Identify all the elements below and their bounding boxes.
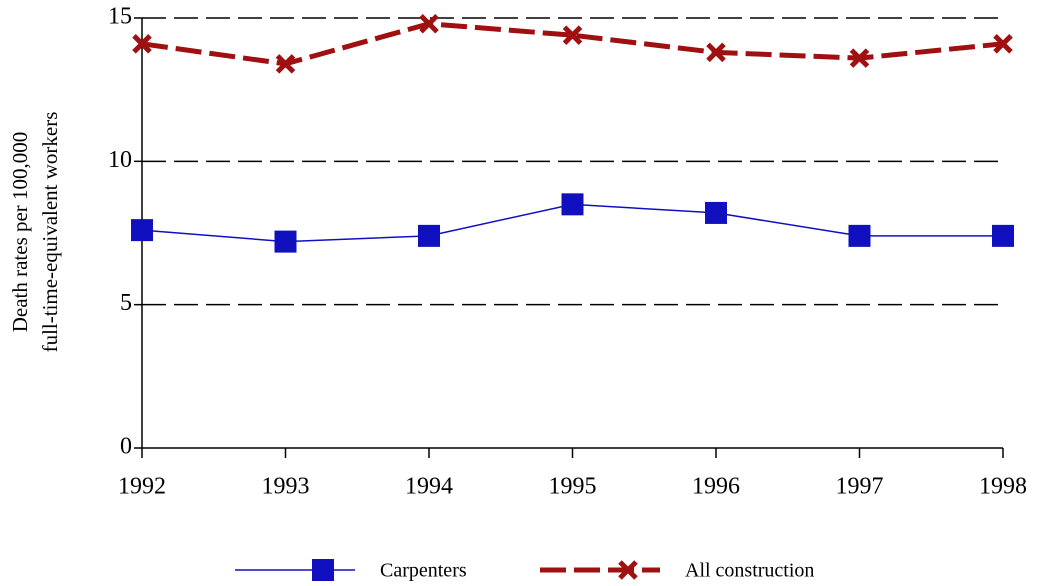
data-point bbox=[418, 224, 440, 247]
y-tick-label: 15 bbox=[108, 4, 132, 30]
data-point bbox=[132, 34, 152, 54]
data-point bbox=[706, 42, 726, 63]
legend-marker bbox=[618, 560, 638, 580]
data-point bbox=[992, 224, 1014, 247]
y-tick-label: 5 bbox=[120, 290, 132, 316]
x-tick-label: 1995 bbox=[549, 474, 597, 500]
y-axis-label: full-time-equivalent workers bbox=[38, 112, 62, 353]
data-point bbox=[275, 54, 296, 74]
y-axis-label: Death rates per 100,000 bbox=[8, 132, 32, 333]
legend-label: Carpenters bbox=[380, 560, 467, 582]
data-point bbox=[705, 201, 727, 224]
x-tick-label: 1994 bbox=[405, 474, 453, 500]
data-point bbox=[562, 25, 583, 45]
legend-marker bbox=[312, 559, 334, 581]
data-point bbox=[419, 13, 439, 34]
data-point bbox=[561, 193, 584, 216]
data-point bbox=[274, 230, 297, 253]
data-point bbox=[131, 219, 153, 242]
y-tick-label: 0 bbox=[120, 434, 132, 460]
data-point bbox=[849, 48, 870, 68]
data-point bbox=[848, 224, 871, 247]
x-tick-label: 1997 bbox=[836, 474, 884, 500]
y-tick-label: 10 bbox=[108, 147, 132, 173]
x-tick-label: 1992 bbox=[118, 474, 166, 500]
series-line bbox=[141, 21, 1004, 67]
data-point bbox=[993, 34, 1013, 54]
legend-label: All construction bbox=[685, 560, 814, 582]
x-tick-label: 1993 bbox=[262, 474, 310, 500]
x-tick-label: 1998 bbox=[979, 474, 1027, 500]
x-tick-label: 1996 bbox=[692, 474, 740, 500]
